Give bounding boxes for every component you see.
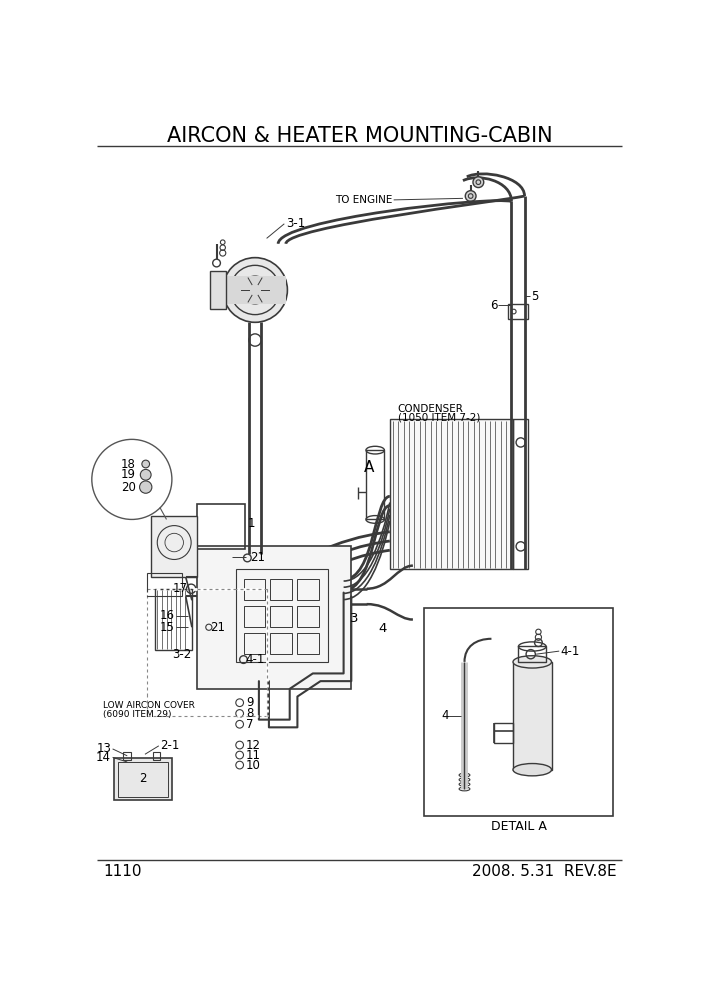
Text: 2: 2 [139,773,147,786]
Text: 11: 11 [246,749,261,762]
Text: 8: 8 [246,707,253,720]
Bar [114,758,172,801]
Bar [298,633,319,654]
Text: 3-1: 3-1 [286,217,305,230]
Circle shape [473,177,484,187]
Ellipse shape [513,764,552,776]
Bar [236,569,329,662]
Bar [494,723,513,743]
Text: 10: 10 [246,759,260,772]
Text: 13: 13 [96,742,111,755]
Circle shape [249,284,261,297]
Bar [425,608,613,815]
Text: 9: 9 [246,696,253,709]
Text: 1: 1 [247,517,255,530]
Bar [270,606,292,627]
Text: 15: 15 [159,621,174,634]
Bar [118,762,168,797]
Bar [244,606,265,627]
Bar [366,450,385,520]
Bar [244,578,265,600]
Text: 12: 12 [246,739,261,752]
Text: 16: 16 [159,609,174,622]
Text: DETAIL A: DETAIL A [491,820,547,833]
Text: A: A [364,459,374,474]
Bar [224,276,286,304]
Text: 4: 4 [442,709,449,722]
Bar [244,633,265,654]
Bar [270,633,292,654]
Text: 1110: 1110 [103,864,142,879]
Text: 21: 21 [250,551,265,563]
Text: 4: 4 [378,622,387,635]
Text: 2008. 5.31  REV.8E: 2008. 5.31 REV.8E [472,864,616,879]
Bar [155,588,192,651]
Bar [152,752,160,760]
Text: 14: 14 [96,751,111,764]
Text: 18: 18 [121,457,135,470]
Circle shape [465,190,476,201]
Ellipse shape [513,656,552,668]
Bar [147,588,267,716]
Text: CONDENSER: CONDENSER [397,404,463,414]
Text: 19: 19 [121,468,135,481]
Text: 4-1: 4-1 [246,653,265,666]
Text: TO ENGINE: TO ENGINE [335,194,392,205]
Bar [513,420,529,569]
Circle shape [142,460,150,468]
Text: 17: 17 [173,582,188,595]
Text: 20: 20 [121,480,135,494]
Bar [298,578,319,600]
Bar [124,752,131,760]
Circle shape [223,258,287,322]
Bar [270,578,292,600]
Bar [508,304,529,319]
Text: 21: 21 [211,621,225,634]
Text: 3-2: 3-2 [172,648,191,661]
Text: 2-1: 2-1 [160,739,180,752]
Text: 4-1: 4-1 [561,645,580,658]
Bar [518,647,546,662]
Text: 6: 6 [490,299,498,311]
Text: (6090 ITEM 29): (6090 ITEM 29) [103,709,172,719]
Bar [197,504,245,549]
Circle shape [140,481,152,493]
Text: 3: 3 [350,611,358,625]
Bar [390,420,513,569]
Text: 7: 7 [246,718,253,731]
Bar [298,606,319,627]
Text: 5: 5 [531,290,538,303]
Bar [197,547,351,688]
Bar [211,271,226,310]
Bar [147,573,182,596]
Text: (1050 ITEM 7-2): (1050 ITEM 7-2) [397,412,480,422]
Circle shape [140,469,151,480]
Bar [513,662,552,770]
Bar [151,516,197,577]
Text: AIRCON & HEATER MOUNTING-CABIN: AIRCON & HEATER MOUNTING-CABIN [167,126,552,146]
Text: LOW AIRCON COVER: LOW AIRCON COVER [103,701,195,710]
